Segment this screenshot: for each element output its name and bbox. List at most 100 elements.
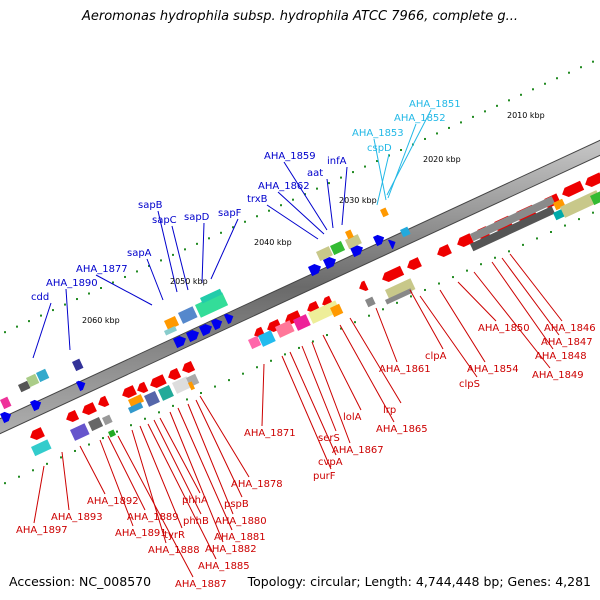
tick-mark bbox=[328, 182, 330, 185]
gene-label-aha-1861: AHA_1861 bbox=[379, 364, 431, 375]
cog-category-block bbox=[316, 246, 333, 262]
cog-category-block bbox=[414, 266, 430, 282]
gene-label-aha-1853: AHA_1853 bbox=[352, 128, 404, 139]
gene-label-aha-1865: AHA_1865 bbox=[376, 424, 428, 435]
tick-mark bbox=[220, 231, 222, 234]
forward-gene-arrow bbox=[199, 324, 212, 337]
tick-mark bbox=[522, 243, 524, 246]
cog-category-block bbox=[144, 390, 160, 407]
leader-line bbox=[277, 191, 325, 235]
gene-label-trxb: trxB bbox=[247, 194, 268, 205]
gene-label-sapf: sapF bbox=[218, 208, 242, 219]
gene-label-sapc: sapC bbox=[152, 215, 177, 226]
tick-mark bbox=[472, 115, 474, 118]
cog-category-block bbox=[30, 439, 52, 457]
leader-line bbox=[387, 123, 417, 199]
reverse-gene-arrow bbox=[82, 402, 97, 415]
forward-gene-arrow bbox=[186, 330, 199, 343]
reverse-gene-arrow bbox=[382, 265, 405, 282]
tick-mark bbox=[364, 165, 366, 168]
gene-label-aha-1847: AHA_1847 bbox=[541, 337, 593, 348]
cog-category-block bbox=[26, 373, 40, 388]
forward-gene-arrow bbox=[388, 239, 396, 250]
leader-line bbox=[146, 258, 164, 301]
tick-mark bbox=[158, 411, 160, 414]
gene-label-tyrr: tyrR bbox=[164, 530, 185, 541]
leader-line bbox=[509, 253, 563, 322]
reverse-gene-arrow bbox=[137, 381, 149, 393]
tick-mark bbox=[88, 443, 90, 446]
leader-line bbox=[117, 435, 194, 578]
leader-line bbox=[501, 257, 560, 336]
leader-line bbox=[283, 161, 328, 231]
tick-mark bbox=[424, 137, 426, 140]
reverse-gene-arrow bbox=[182, 360, 196, 373]
gene-label-lrp: lrp bbox=[383, 405, 396, 416]
genome-backbone-edge bbox=[0, 154, 600, 435]
cog-category-block bbox=[292, 314, 311, 331]
cog-category-block bbox=[172, 376, 192, 394]
leader-line bbox=[171, 225, 189, 291]
gene-label-aha-1889: AHA_1889 bbox=[127, 512, 179, 523]
tick-mark bbox=[136, 270, 138, 273]
gene-label-aha-1888: AHA_1888 bbox=[148, 545, 200, 556]
tick-mark bbox=[508, 99, 510, 102]
reverse-gene-arrow bbox=[150, 374, 167, 388]
cog-category-block bbox=[164, 315, 180, 331]
forward-gene-arrow bbox=[350, 245, 363, 258]
leader-line bbox=[375, 307, 398, 363]
cog-category-block bbox=[177, 306, 198, 324]
label-layer: 2010 kbp 2020 kbp 2030 kbp 2040 kbp 2050 kbp… bbox=[16, 99, 596, 590]
cog-category-block bbox=[275, 320, 295, 338]
leader-line bbox=[195, 399, 243, 498]
tick-mark bbox=[60, 456, 62, 459]
gene-label-aha-1881: AHA_1881 bbox=[214, 532, 266, 543]
leader-line bbox=[491, 261, 554, 350]
tick-mark bbox=[160, 259, 162, 262]
leader-line bbox=[301, 345, 337, 432]
tick-mark bbox=[550, 231, 552, 233]
tick-mark bbox=[4, 331, 6, 334]
gene-label-aha-1846: AHA_1846 bbox=[544, 323, 596, 334]
topology-text: Topology: circular; Length: 4,744,448 bp… bbox=[247, 574, 591, 589]
tick-mark bbox=[460, 121, 462, 124]
leader-line bbox=[376, 153, 390, 206]
cog-category-block bbox=[0, 396, 12, 410]
tick-mark bbox=[124, 275, 126, 278]
tick-mark bbox=[400, 149, 402, 151]
tick-mark bbox=[40, 314, 42, 317]
tick-mark bbox=[144, 417, 146, 420]
cog-category-block bbox=[158, 384, 174, 401]
tick-mark bbox=[326, 334, 328, 337]
leader-line bbox=[322, 334, 362, 411]
tick-mark bbox=[354, 321, 356, 324]
scale-label: 2010 kbp bbox=[507, 111, 545, 120]
tick-mark bbox=[46, 462, 48, 465]
leader-line bbox=[289, 351, 337, 456]
leader-line bbox=[339, 324, 395, 423]
reverse-gene-arrow bbox=[30, 427, 45, 440]
leader-line bbox=[153, 419, 202, 515]
tick-mark bbox=[102, 437, 104, 440]
cog-category-block bbox=[308, 300, 341, 324]
cog-category-block bbox=[380, 207, 389, 218]
forward-gene-arrow bbox=[0, 411, 12, 424]
cog-category-block bbox=[188, 381, 195, 391]
leader-line bbox=[373, 138, 387, 201]
tick-mark bbox=[280, 204, 282, 207]
gene-label-clpa: clpA bbox=[425, 351, 447, 362]
tick-mark bbox=[228, 379, 230, 382]
tick-mark bbox=[536, 237, 538, 240]
leader-line bbox=[419, 295, 478, 378]
leader-line bbox=[32, 302, 52, 359]
tick-mark bbox=[116, 430, 118, 433]
leader-line bbox=[261, 363, 265, 427]
cog-category-block bbox=[101, 414, 113, 426]
gene-label-cspd: cspD bbox=[367, 143, 392, 154]
leader-line bbox=[107, 435, 146, 511]
tick-mark bbox=[298, 346, 300, 349]
cog-category-block bbox=[469, 206, 556, 252]
reverse-gene-arrow bbox=[122, 385, 137, 398]
cog-category-block bbox=[469, 196, 556, 242]
